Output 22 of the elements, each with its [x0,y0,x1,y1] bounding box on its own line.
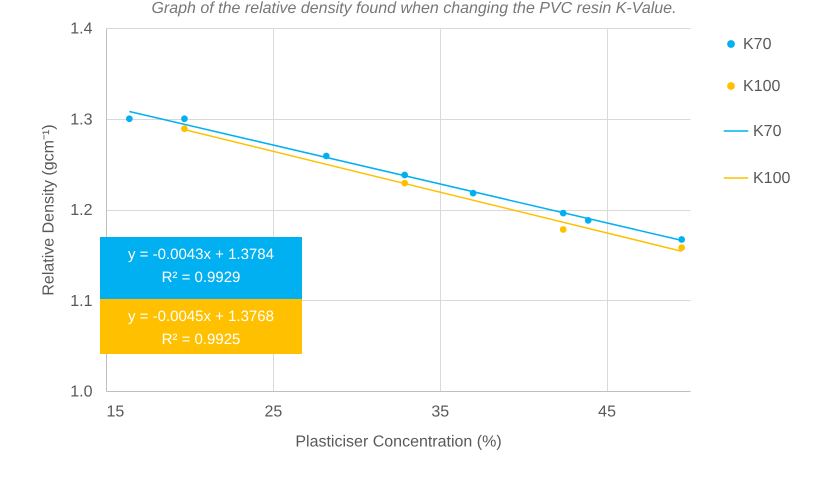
legend-label: K100 [743,78,780,95]
legend-label: K70 [743,36,772,53]
chart-title: Graph of the relative density found when changing the PVC resin K-Value. [150,0,678,18]
y-tick-label: 1.3 [70,111,93,128]
x-tick-label: 35 [431,404,450,420]
x-tick-label: 15 [106,404,124,420]
annotation: y = -0.0043x + 1.3784 [127,245,275,265]
equation-box: y = -0.0043x + 1.3784 R² = 0.9929 [100,237,302,299]
y-tick-label: 1.0 [70,384,93,400]
annotation: R² = 0.9929 [160,268,242,288]
annotation: R² = 0.9925 [160,330,242,350]
legend-label: K70 [753,123,782,140]
x-tick-label: 45 [598,404,616,420]
x-tick-label: 25 [264,404,282,420]
annotation: y = -0.0045x + 1.3768 [127,307,275,327]
y-axis-title: Relative Density (gcm⁻¹) [40,124,58,296]
y-tick-label: 1.1 [70,292,93,310]
x-axis-title: Plasticiser Concentration (%) [295,434,502,450]
y-tick-label: 1.2 [70,202,93,219]
y-tick-label: 1.4 [70,20,93,38]
equation-box: y = -0.0045x + 1.3768 R² = 0.9925 [100,299,302,354]
legend-label: K100 [753,170,790,187]
